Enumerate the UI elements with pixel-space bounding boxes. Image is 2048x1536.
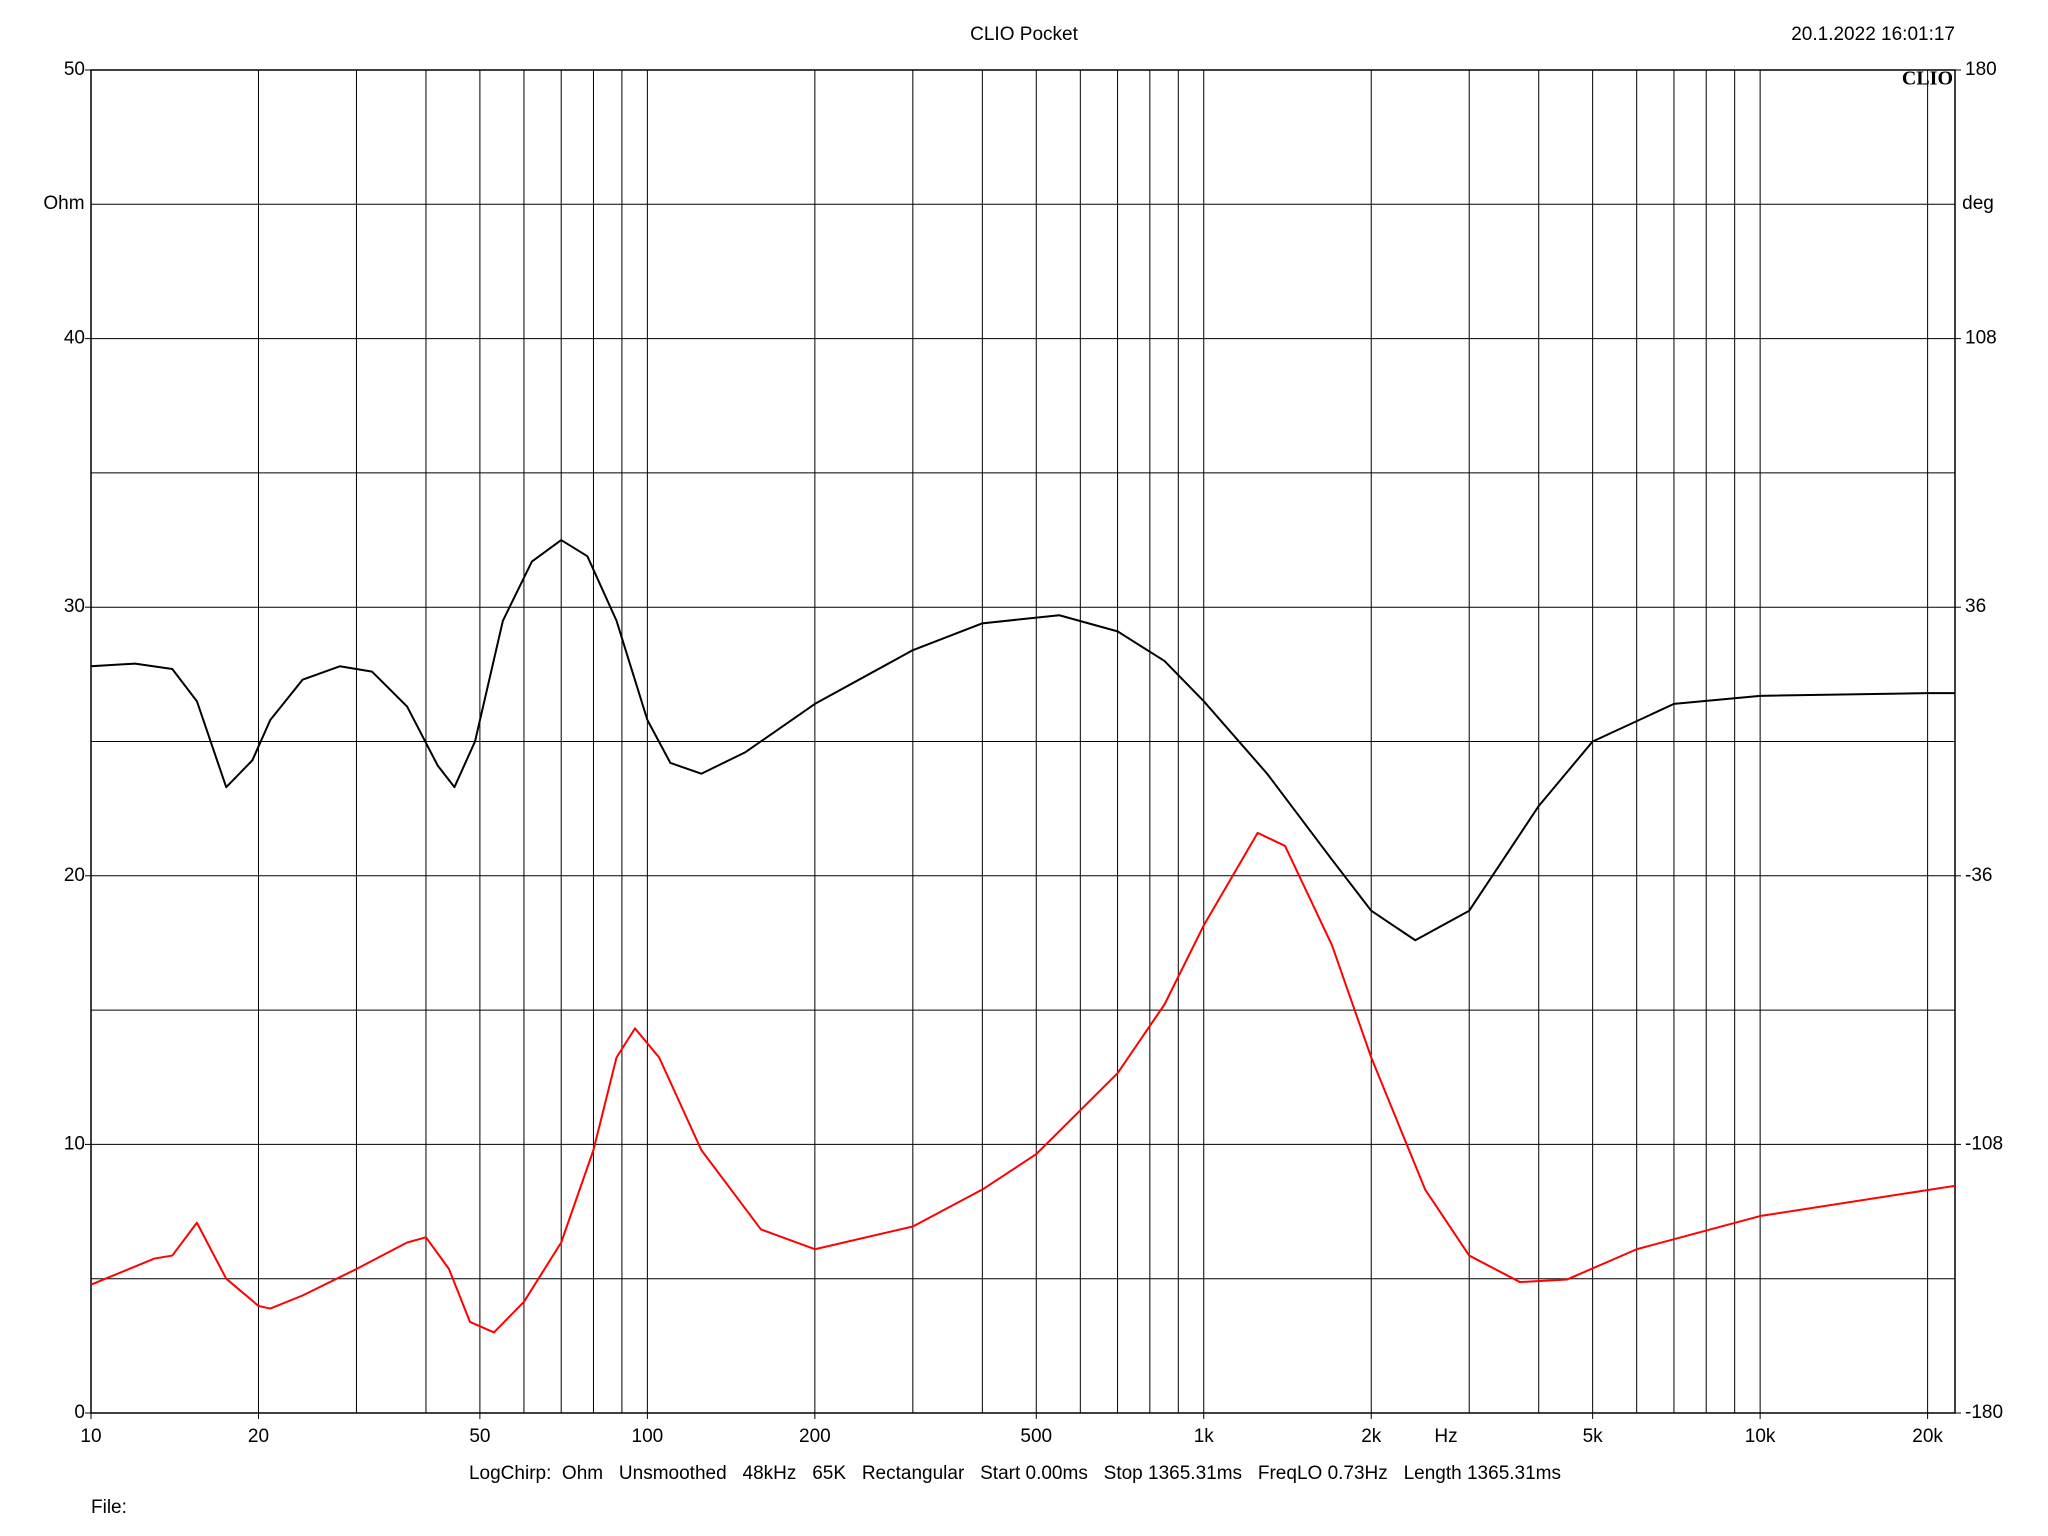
y2-tick-label: -180 xyxy=(1965,1402,2003,1423)
y-tick-label: 10 xyxy=(64,1133,85,1154)
file-label: File: xyxy=(91,1497,127,1518)
plot-frame xyxy=(90,69,1956,1414)
y-tick-label: 20 xyxy=(64,865,85,886)
footer: LogChirp: Ohm Unsmoothed 48kHz 65K Recta… xyxy=(469,1463,1561,1484)
x-tick-label: 20k xyxy=(1912,1426,1943,1447)
y2-unit: deg xyxy=(1962,193,1994,214)
y-tick-label: 0 xyxy=(74,1402,85,1423)
x-tick-label: 20 xyxy=(248,1426,269,1447)
y-tick-label: 50 xyxy=(64,59,85,80)
series-line xyxy=(90,831,1956,1334)
chart-title: CLIO Pocket xyxy=(970,24,1078,45)
y2-tick-label: 108 xyxy=(1965,328,1997,349)
x-tick-label: 5k xyxy=(1583,1426,1604,1447)
y2-tick-label: 180 xyxy=(1965,59,1997,80)
timestamp: 20.1.2022 16:01:17 xyxy=(1791,24,1955,45)
x-unit: Hz xyxy=(1434,1426,1457,1447)
x-tick-label: 2k xyxy=(1361,1426,1382,1447)
x-tick-label: 500 xyxy=(1020,1426,1052,1447)
series-line xyxy=(90,539,1955,942)
y2-tick-label: -108 xyxy=(1965,1133,2003,1154)
y-tick-label: 40 xyxy=(64,328,85,349)
x-tick-label: 100 xyxy=(632,1426,664,1447)
x-tick-label: 200 xyxy=(799,1426,831,1447)
y-unit: Ohm xyxy=(43,193,84,214)
x-tick-label: 1k xyxy=(1194,1426,1215,1447)
y2-tick-label: 36 xyxy=(1965,596,1986,617)
y-tick-label: 30 xyxy=(64,596,85,617)
x-tick-label: 10 xyxy=(80,1426,101,1447)
x-tick-label: 50 xyxy=(469,1426,490,1447)
y2-tick-label: -36 xyxy=(1965,865,1992,886)
x-tick-label: 10k xyxy=(1745,1426,1776,1447)
